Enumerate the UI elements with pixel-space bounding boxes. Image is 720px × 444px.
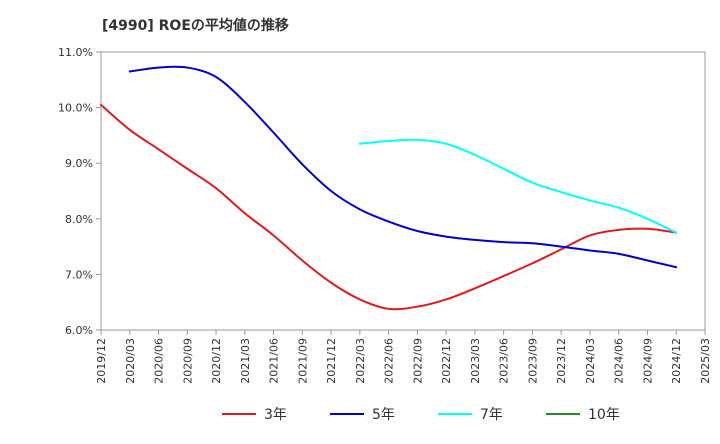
- x-tick-label: 2025/03: [699, 338, 712, 384]
- y-tick-label: 6.0%: [65, 324, 93, 337]
- x-tick-label: 2021/09: [296, 338, 309, 384]
- x-tick-label: 2019/12: [95, 338, 108, 384]
- legend-label: 5年: [372, 407, 395, 423]
- y-tick-label: 9.0%: [65, 157, 93, 170]
- y-tick-label: 11.0%: [58, 46, 93, 59]
- x-tick-label: 2021/03: [239, 338, 252, 384]
- series-line-1: [100, 103, 678, 311]
- x-tick-label: 2022/12: [440, 338, 453, 384]
- x-tick-label: 2024/12: [670, 338, 683, 384]
- x-tick-label: 2022/06: [383, 338, 396, 384]
- chart-title: [4990] ROEの平均値の推移: [102, 17, 289, 34]
- x-tick-label: 2020/06: [153, 338, 166, 384]
- x-tick-label: 2024/09: [641, 338, 654, 384]
- x-tick-label: 2020/03: [124, 338, 137, 384]
- x-tick-label: 2023/09: [526, 338, 539, 384]
- series-lines: [100, 65, 678, 311]
- plot-area-frame: [100, 51, 706, 331]
- x-tick-label: 2022/09: [411, 338, 424, 384]
- x-tick-label: 2022/03: [354, 338, 367, 384]
- y-tick-label: 7.0%: [65, 268, 93, 281]
- series-line-2: [128, 65, 678, 269]
- y-tick-label: 10.0%: [58, 102, 93, 115]
- x-tick-label: 2020/09: [181, 338, 194, 384]
- x-tick-label: 2024/03: [584, 338, 597, 384]
- x-tick-label: 2023/03: [469, 338, 482, 384]
- y-tick-label: 8.0%: [65, 213, 93, 226]
- legend-label: 7年: [480, 407, 503, 423]
- legend-label: 3年: [264, 407, 287, 423]
- x-tick-label: 2021/12: [325, 338, 338, 384]
- x-tick-label: 2024/06: [613, 338, 626, 384]
- x-tick-label: 2023/06: [498, 338, 511, 384]
- x-axis: 2019/12 2020/03 2020/06 2020/09 2020/12 2021/…: [95, 330, 712, 384]
- x-tick-label: 2020/12: [210, 338, 223, 384]
- legend-label: 10年: [588, 407, 620, 423]
- x-tick-label: 2021/06: [268, 338, 281, 384]
- y-axis: 6.0% 7.0% 8.0% 9.0% 10.0% 11.0%: [58, 46, 101, 337]
- series-line-3: [358, 138, 678, 234]
- legend: 3年 5年 7年 10年: [222, 407, 620, 423]
- x-tick-label: 2023/12: [555, 338, 568, 384]
